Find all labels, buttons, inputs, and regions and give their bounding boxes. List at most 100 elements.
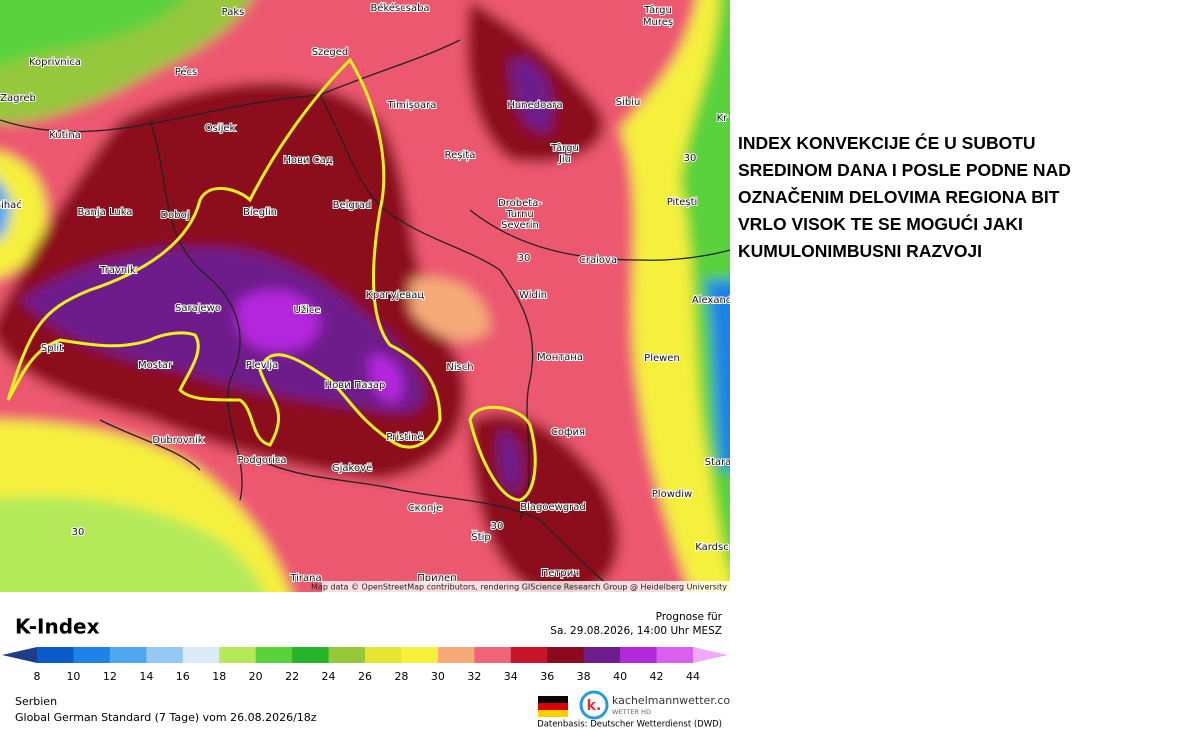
annotation-line: SREDINOM DANA I POSLE PODNE NAD [738, 160, 1071, 180]
bar-segment [292, 647, 330, 663]
place-label: София [551, 427, 585, 438]
bar-segment [255, 647, 293, 663]
place-label: Podgorica [237, 455, 286, 466]
place-label: Drobeta- [498, 198, 542, 209]
place-label: Nisch [446, 362, 473, 373]
bar-tick-label: 8 [34, 670, 41, 683]
model-run: Global German Standard (7 Tage) vom 26.0… [15, 711, 317, 724]
bar-tick-label: 30 [431, 670, 445, 683]
place-label: Pitești [667, 197, 698, 208]
place-labels: Paks Békéscsaba TârguMureșKoprivnicaPécsSz… [0, 1, 730, 585]
logo-text: k. [587, 698, 602, 714]
map-credit: Map data © OpenStreetMap contributors, r… [311, 583, 727, 592]
logo [579, 690, 609, 720]
legend-title: K-Index [15, 615, 100, 639]
bar-segment [109, 647, 147, 663]
place-label: Reșița [445, 150, 476, 161]
place-label: Belgrad [333, 200, 372, 211]
bar-tick-label: 44 [686, 670, 700, 683]
bar-tick-label: 22 [285, 670, 299, 683]
bar-tick-label: 14 [139, 670, 153, 683]
place-label: Zagreb [0, 93, 36, 104]
credit-bg [322, 581, 730, 592]
place-label: Stara [705, 457, 730, 468]
bar-tick-label: 10 [66, 670, 80, 683]
place-label: Banja Luka [78, 207, 133, 218]
place-label: Петрич [541, 568, 579, 579]
place-label: Скопје [408, 502, 443, 514]
bar-segment [474, 647, 512, 663]
place-label: Craiova [579, 255, 617, 266]
bar-tick-label: 24 [322, 670, 336, 683]
place-label: Kr [717, 113, 729, 124]
bar-tick-label: 18 [212, 670, 226, 683]
place-label: Szeged [312, 47, 349, 58]
bar-tick-label: 12 [103, 670, 117, 683]
flag [538, 696, 568, 717]
place-label: Bieglin [243, 207, 277, 218]
place-label: Timișoara [387, 100, 437, 111]
bar-segment [583, 647, 621, 663]
annotation-line: VRLO VISOK TE SE MOGUĆI JAKI [738, 214, 1023, 234]
place-label: Plewen [644, 353, 680, 364]
annotation-line: KUMULONIMBUSNI RAZVOJI [738, 241, 983, 261]
place-label: Užice [294, 304, 321, 316]
place-label: Târgu [550, 142, 579, 154]
place-label: 30 [684, 153, 697, 164]
annotation-line: INDEX KONVEKCIJE ĆE U SUBOTU [738, 133, 1036, 153]
bar-tick-label: 32 [467, 670, 481, 683]
data-source: Datenbasis: Deutscher Wetterdienst (DWD) [537, 720, 722, 730]
place-label: Mureș [643, 17, 673, 28]
place-label: Kutina [49, 130, 81, 141]
map: Paks Békéscsaba TârguMureșKoprivnicaPécsSz… [0, 0, 730, 592]
place-label: 30 [518, 253, 531, 264]
place-label: Sarajewo [175, 303, 221, 314]
place-label: Târgu [643, 4, 672, 16]
brand: kachelmannwetter.com [612, 694, 730, 707]
field [0, 0, 730, 592]
bar-segment [437, 647, 475, 663]
place-label: Alexand [692, 295, 730, 306]
place-label: Travnik [99, 265, 136, 276]
region: Serbien [15, 695, 57, 708]
place-label: Sibiu [616, 97, 641, 108]
place-label: Крагујевац [366, 289, 425, 301]
place-label: Békéscsaba [370, 2, 429, 14]
place-label: Koprivnica [29, 57, 81, 68]
bar-tick-label: 26 [358, 670, 372, 683]
bar-end-high [693, 647, 728, 663]
bar-segment [182, 647, 220, 663]
bar-tick-label: 38 [577, 670, 591, 683]
place-label: Jiu [558, 154, 571, 165]
place-label: Osijek [205, 123, 236, 134]
place-label: Hunedoara [507, 100, 562, 111]
bar-segment [73, 647, 111, 663]
place-label: Widin [519, 290, 547, 301]
bar-tick-label: 40 [613, 670, 627, 683]
place-label: Нови Сад [283, 155, 332, 166]
bar-segment [547, 647, 585, 663]
bar-segment [510, 647, 548, 663]
place-label: 30 [72, 527, 85, 538]
place-label: Štip [471, 530, 490, 543]
color-bar: 8 10 12 14 16 18 20 22 24 26 28 30 32 34 36 38 40 42 44 [2, 647, 728, 683]
bar-tick-label: 16 [176, 670, 190, 683]
bar-segment [328, 647, 366, 663]
place-label: Tirana [289, 573, 321, 584]
borders [0, 39, 730, 592]
bar-tick-label: 42 [650, 670, 664, 683]
place-label: Blagoewgrad [520, 502, 586, 513]
bar-segment [146, 647, 184, 663]
bar-end-low [2, 647, 37, 663]
brand-sub: WETTER HD [612, 708, 651, 716]
place-label: Нови Пазар [325, 380, 386, 391]
legend-panel: K-Index Prognose für Sa. 29.08.2026, 14:… [2, 611, 730, 730]
bar-tick-label: 34 [504, 670, 518, 683]
place-label: Bihać [0, 199, 22, 211]
place-label: Split [41, 343, 63, 354]
place-label: Pécs [175, 66, 198, 78]
bar-segment [656, 647, 694, 663]
annotation-line: OZNAČENIM DELOVIMA REGIONA BIT [738, 187, 1060, 207]
place-label: Pristinë [386, 432, 423, 443]
